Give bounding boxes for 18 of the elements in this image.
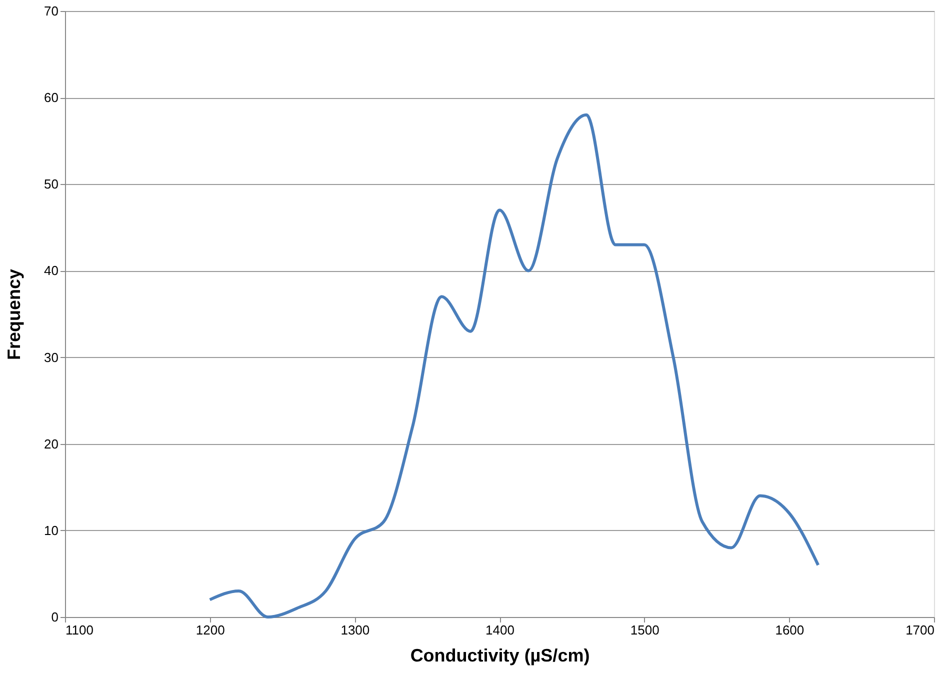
y-tick-label: 10 <box>44 522 58 538</box>
x-tick-label: 1500 <box>630 622 660 638</box>
x-tick-label: 1300 <box>340 622 370 638</box>
y-tick-label: 30 <box>44 350 58 365</box>
y-tick-label: 60 <box>44 90 58 106</box>
y-tick-label: 20 <box>44 436 58 452</box>
x-tick-label: 1100 <box>66 622 94 638</box>
x-tick-label: 1700 <box>906 622 934 638</box>
line-series <box>208 113 820 618</box>
y-tick-label: 70 <box>44 4 58 18</box>
x-tick-label: 1400 <box>486 622 514 638</box>
x-axis-title: Conductivity (µS/cm) <box>410 646 590 666</box>
y-tick-label: 50 <box>44 176 58 192</box>
y-tick-label: 40 <box>44 263 58 278</box>
y-axis-title: Frequency <box>4 268 24 360</box>
y-tick-label: 0 <box>51 610 58 624</box>
x-tick-label: 1200 <box>196 622 225 638</box>
x-tick-label: 1600 <box>775 622 804 638</box>
